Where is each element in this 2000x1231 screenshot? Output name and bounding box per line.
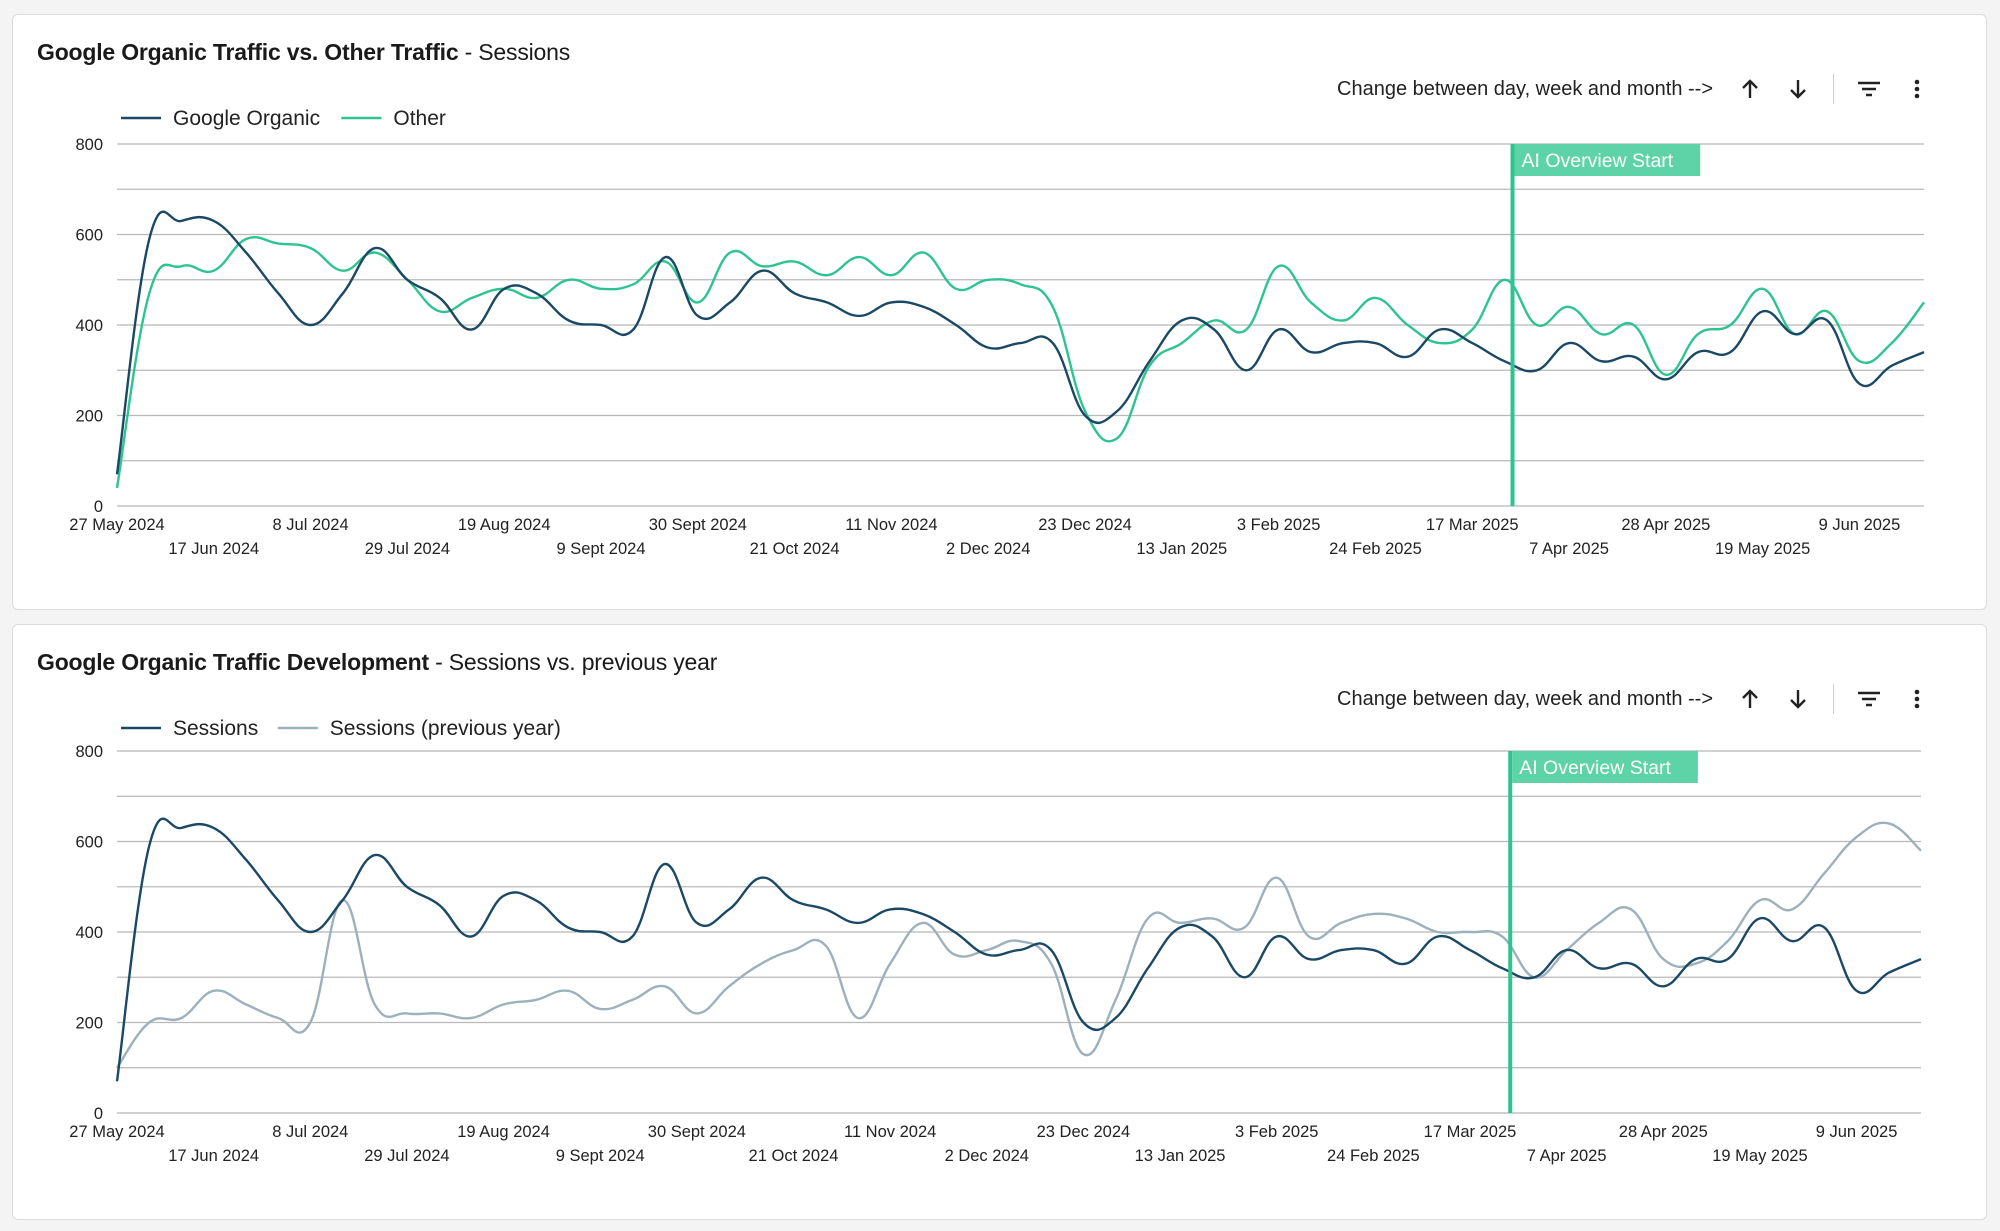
x-tick-label: 9 Sept 2024 [557, 540, 646, 558]
annotation-label: AI Overview Start [1519, 757, 1671, 779]
y-tick-label: 200 [75, 1015, 103, 1033]
drill-up-button[interactable] [1733, 72, 1767, 106]
arrow-up-icon [1742, 79, 1758, 98]
x-tick-label: 17 Mar 2025 [1424, 1123, 1517, 1141]
card-title-sub: - Sessions [458, 39, 571, 65]
line-chart: Google Organic Other 0 200 400 600 800 27 May 2… [69, 107, 1925, 558]
chart-card: Google Organic Traffic vs. Other Traffic… [12, 14, 1987, 610]
x-tick-label: 13 Jan 2025 [1136, 540, 1227, 558]
x-tick-label: 28 Apr 2025 [1621, 516, 1710, 534]
filter-icon [1858, 81, 1880, 97]
x-tick-label: 28 Apr 2025 [1619, 1123, 1708, 1141]
x-tick-label: 8 Jul 2024 [273, 516, 349, 534]
x-tick-label: 30 Sept 2024 [648, 1123, 746, 1141]
x-tick-label: 2 Dec 2024 [946, 540, 1030, 558]
card-title-sub: - Sessions vs. previous year [428, 649, 718, 675]
filter-icon [1858, 691, 1880, 707]
chart-card: Google Organic Traffic Development - Ses… [12, 624, 1987, 1220]
series-line [116, 821, 1922, 1069]
x-tick-label: 17 Jun 2024 [168, 1147, 259, 1165]
x-tick-label: 9 Jun 2025 [1819, 516, 1901, 534]
card-title-main: Google Organic Traffic vs. Other Traffic [37, 39, 459, 65]
x-tick-label: 21 Oct 2024 [750, 540, 840, 558]
card-title-main: Google Organic Traffic Development [37, 649, 429, 675]
x-tick-label: 3 Feb 2025 [1237, 516, 1320, 534]
legend-label: Sessions [173, 717, 258, 740]
toolbar-divider [1833, 684, 1834, 714]
line-chart: Sessions Sessions (previous year) 0 200 400 6… [69, 717, 1922, 1165]
x-tick-label: 7 Apr 2025 [1527, 1147, 1607, 1165]
x-tick-label: 29 Jul 2024 [365, 540, 450, 558]
y-tick-label: 600 [75, 834, 103, 852]
annotation-label-bg [1512, 751, 1698, 783]
y-tick-label: 400 [75, 924, 103, 942]
x-tick-label: 27 May 2024 [69, 1123, 164, 1141]
series-line [115, 817, 1922, 1082]
granularity-hint: Change between day, week and month --> [1337, 687, 1713, 710]
filter-button[interactable] [1852, 682, 1886, 716]
y-tick-label: 400 [75, 317, 103, 335]
x-tick-label: 8 Jul 2024 [272, 1123, 348, 1141]
x-tick-label: 27 May 2024 [69, 516, 164, 534]
legend-label: Sessions (previous year) [330, 717, 561, 740]
chart-toolbar: Change between day, week and month --> [1337, 69, 1934, 109]
y-tick-label: 200 [75, 408, 103, 426]
arrow-down-icon [1790, 80, 1806, 99]
x-tick-label: 11 Nov 2024 [845, 516, 937, 534]
x-tick-label: 13 Jan 2025 [1135, 1147, 1226, 1165]
toolbar-divider [1833, 74, 1834, 104]
x-tick-label: 9 Jun 2025 [1816, 1123, 1898, 1141]
x-tick-label: 2 Dec 2024 [945, 1147, 1029, 1165]
x-tick-label: 17 Jun 2024 [168, 540, 259, 558]
y-tick-label: 0 [94, 498, 103, 516]
arrow-up-icon [1742, 689, 1758, 708]
x-tick-label: 23 Dec 2024 [1037, 1123, 1131, 1141]
annotation-label: AI Overview Start [1522, 150, 1674, 172]
x-tick-label: 19 Aug 2024 [457, 1123, 550, 1141]
y-tick-label: 600 [75, 227, 103, 245]
series-line [115, 210, 1925, 475]
x-tick-label: 24 Feb 2025 [1329, 540, 1422, 558]
x-tick-label: 29 Jul 2024 [364, 1147, 449, 1165]
arrow-down-icon [1790, 690, 1806, 709]
x-tick-label: 7 Apr 2025 [1529, 540, 1609, 558]
more-options-button[interactable] [1900, 682, 1934, 716]
y-tick-label: 0 [94, 1105, 103, 1123]
x-tick-label: 24 Feb 2025 [1327, 1147, 1420, 1165]
series-line [115, 235, 1925, 489]
x-tick-label: 21 Oct 2024 [749, 1147, 839, 1165]
filter-button[interactable] [1852, 72, 1886, 106]
y-tick-label: 800 [75, 136, 103, 154]
drill-down-button[interactable] [1781, 682, 1815, 716]
drill-down-button[interactable] [1781, 72, 1815, 106]
y-tick-label: 800 [75, 743, 103, 761]
x-tick-label: 23 Dec 2024 [1038, 516, 1132, 534]
x-tick-label: 17 Mar 2025 [1426, 516, 1519, 534]
x-tick-label: 30 Sept 2024 [649, 516, 747, 534]
granularity-hint: Change between day, week and month --> [1337, 77, 1713, 100]
chart-toolbar: Change between day, week and month --> [1337, 679, 1934, 719]
drill-up-button[interactable] [1733, 682, 1767, 716]
legend-label: Other [393, 107, 446, 130]
x-tick-label: 11 Nov 2024 [844, 1123, 936, 1141]
card-title: Google Organic Traffic vs. Other Traffic… [37, 39, 570, 66]
x-tick-label: 9 Sept 2024 [556, 1147, 645, 1165]
more-vert-icon [1914, 689, 1920, 709]
x-tick-label: 19 May 2025 [1715, 540, 1810, 558]
more-options-button[interactable] [1900, 72, 1934, 106]
more-vert-icon [1914, 79, 1920, 99]
x-tick-label: 19 May 2025 [1712, 1147, 1807, 1165]
annotation-label-bg [1514, 144, 1701, 176]
legend-label: Google Organic [173, 107, 320, 130]
card-title: Google Organic Traffic Development - Ses… [37, 649, 717, 676]
x-tick-label: 3 Feb 2025 [1235, 1123, 1318, 1141]
x-tick-label: 19 Aug 2024 [458, 516, 551, 534]
